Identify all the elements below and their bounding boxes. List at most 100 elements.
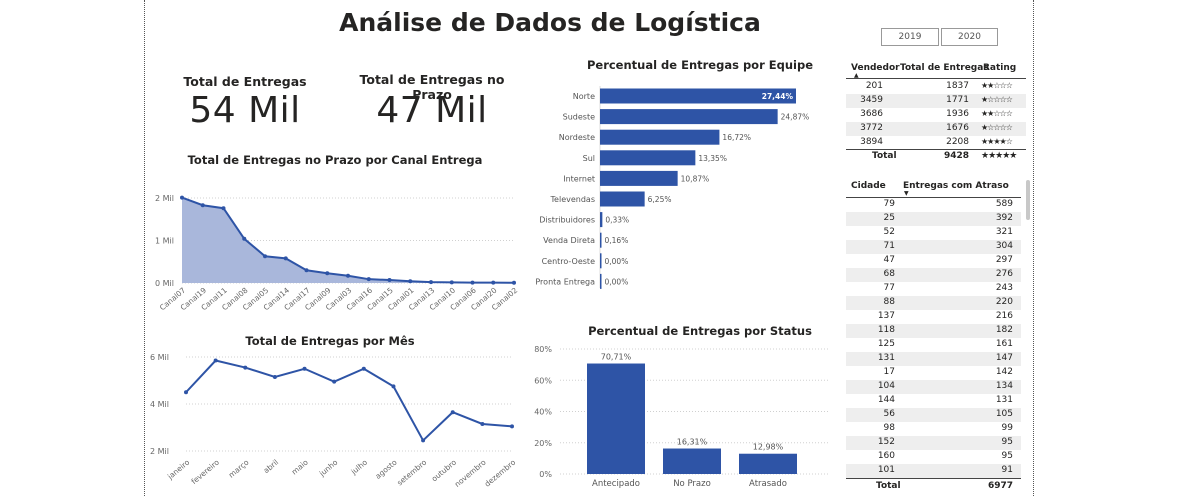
cidade-row[interactable]: 131 147 [846,352,1021,366]
vendedor-table: Vendedor ▲ Total de Entregas Rating 201 1… [846,60,1028,166]
mes-chart-title: Total de Entregas por Mês [245,334,415,348]
cidade-row[interactable]: 68 276 [846,268,1021,282]
canal-point-canal15 [387,278,392,283]
cidade-row[interactable]: 101 91 [846,464,1021,478]
cidade-atraso: 216 [995,311,1013,321]
equipe-category-label: Sul [583,154,595,163]
cidade-atraso: 220 [995,297,1013,307]
vendedor-row[interactable]: 201 1837 ★★☆☆☆ [846,80,1026,94]
equipe-data-label: 0,00% [605,277,629,286]
equipe-data-label: 0,16% [605,236,629,245]
cidade-atraso: 131 [995,395,1013,405]
cidade-row[interactable]: 152 95 [846,436,1021,450]
rating-header[interactable]: Rating [983,63,1017,73]
cidade-row[interactable]: 137 216 [846,310,1021,324]
mes-x-tick: abril [262,458,281,476]
cidade-id: 101 [877,465,895,475]
cidade-id: 17 [883,367,895,377]
cidade-row[interactable]: 79 589 [846,198,1021,212]
mes-point-setembro [421,438,426,443]
cidade-row[interactable]: 25 392 [846,212,1021,226]
mes-point-abril [272,374,277,379]
cidade-id: 125 [877,339,895,349]
equipe-category-label: Norte [573,92,595,101]
vendedor-total-value: 9428 [943,151,969,161]
cidade-row[interactable]: 47 297 [846,254,1021,268]
total-entregas-header[interactable]: Total de Entregas [900,63,989,73]
vendedor-rating: ★★☆☆☆ [981,81,1013,90]
status-data-label: 70,71% [601,353,632,362]
vendedor-id: 3772 [860,123,883,133]
vendedor-id: 3459 [860,95,883,105]
canal-point-canal19 [200,203,205,208]
cidade-row[interactable]: 71 304 [846,240,1021,254]
vendedor-id: 3894 [860,137,883,147]
cidade-row[interactable]: 98 99 [846,422,1021,436]
equipe-data-label: 0,33% [605,216,629,225]
vendedor-header[interactable]: Vendedor [851,63,900,73]
vendedor-row[interactable]: 3686 1936 ★★☆☆☆ [846,108,1026,122]
status-y-tick: 80% [534,345,552,354]
atraso-header[interactable]: Entregas com Atraso [903,181,1009,191]
cidade-row[interactable]: 77 243 [846,282,1021,296]
cidade-row[interactable]: 160 95 [846,450,1021,464]
equipe-category-label: Distribuidores [539,216,595,225]
status-y-tick: 40% [534,408,552,417]
vendedor-row[interactable]: 3772 1676 ★☆☆☆☆ [846,122,1026,136]
equipe-category-label: Televendas [550,195,595,204]
equipe-bar-pronta-entrega [600,273,602,289]
cidade-atraso: 297 [995,255,1013,265]
year-slicer-2020[interactable]: 2020 [941,28,998,46]
cidade-row[interactable]: 56 105 [846,408,1021,422]
vendedor-total: 1936 [946,109,969,119]
cidade-atraso: 182 [995,325,1013,335]
status-x-tick: Atrasado [749,479,787,489]
mes-y-tick: 4 Mil [150,400,169,409]
status-bar-chart[interactable]: 80% 60% 40% 20% 0% 70,71% Antecipado 16,31% No P… [530,340,830,496]
page-border-left [144,0,145,496]
kpi-total-entregas-label: Total de Entregas [183,74,307,89]
status-chart-title: Percentual de Entregas por Status [588,324,812,338]
vendedor-id: 3686 [860,109,883,119]
cidade-atraso: 99 [1001,423,1013,433]
cidade-row[interactable]: 118 182 [846,324,1021,338]
vendedor-total: 1771 [946,95,969,105]
cidade-row[interactable]: 52 321 [846,226,1021,240]
canal-y-tick: 1 Mil [155,237,174,246]
cidade-row[interactable]: 144 131 [846,394,1021,408]
kpi-entregas-prazo-label: Total de Entregas no Prazo [359,72,505,102]
cidade-header[interactable]: Cidade [851,181,886,191]
vendedor-row[interactable]: 3459 1771 ★☆☆☆☆ [846,94,1026,108]
vendedor-id: 201 [865,81,883,91]
vendedor-row[interactable]: 3894 2208 ★★★★☆ [846,136,1026,150]
equipe-category-label: Nordeste [559,133,595,142]
mes-x-tick: junho [317,457,340,478]
cidade-row[interactable]: 125 161 [846,338,1021,352]
cidade-row[interactable]: 17 142 [846,366,1021,380]
canal-point-canal03 [346,273,350,278]
cidade-atraso: 147 [995,353,1013,363]
cidade-row[interactable]: 104 134 [846,380,1021,394]
vendedor-total-label: Total [872,151,897,161]
equipe-data-label: 16,72% [722,133,751,142]
cidade-id: 131 [877,353,895,363]
equipe-bar-chart[interactable]: Norte 27,44% Sudeste 24,87% Nordeste 16,72% Su… [530,84,840,290]
report-title: Análise de Dados de Logística [339,8,761,37]
cidade-row[interactable]: 88 220 [846,296,1021,310]
equipe-bar-norte [600,88,796,104]
status-y-tick: 60% [534,376,552,385]
year-slicer-2019[interactable]: 2019 [881,28,939,46]
cidade-id: 104 [877,381,895,391]
equipe-category-label: Centro-Oeste [542,257,596,266]
cidade-scrollbar[interactable] [1026,180,1030,220]
vendedor-rating: ★★★★☆ [981,137,1013,146]
cidade-atraso: 161 [995,339,1013,349]
mes-point-agosto [391,384,396,389]
cidade-atraso: 142 [995,367,1013,377]
vendedor-total-rating: ★★★★★ [981,151,1017,161]
vendedor-rating: ★★☆☆☆ [981,109,1013,118]
equipe-bar-sudeste [600,109,778,125]
cidade-id: 71 [883,241,895,251]
